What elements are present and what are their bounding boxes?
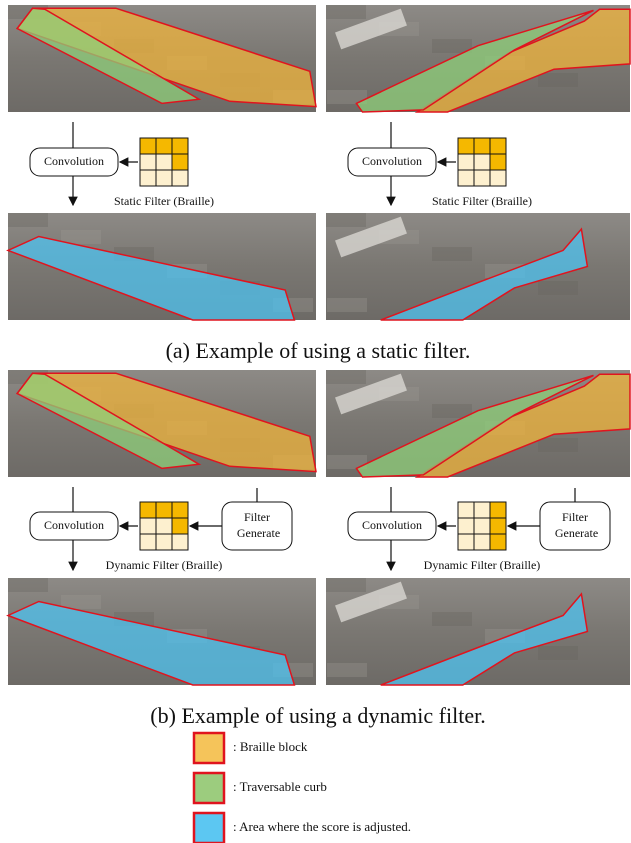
- photo: [8, 213, 316, 320]
- photo: [8, 370, 316, 477]
- photo: [8, 5, 316, 112]
- filter-cell: [490, 534, 506, 550]
- paving-texture: [327, 663, 367, 677]
- filter-cell: [490, 518, 506, 534]
- filter-cell: [140, 138, 156, 154]
- photo: [8, 578, 316, 685]
- legend-label: : Traversable curb: [233, 779, 327, 794]
- filter-cell: [172, 138, 188, 154]
- filter-cell: [458, 138, 474, 154]
- filter-cell: [156, 518, 172, 534]
- paving-texture: [326, 5, 366, 19]
- filter-cell: [474, 138, 490, 154]
- filter-cell: [458, 534, 474, 550]
- filter-cell: [490, 170, 506, 186]
- photo: [326, 213, 630, 320]
- filter-cell: [490, 154, 506, 170]
- paving-texture: [538, 73, 578, 87]
- filter-cell: [458, 518, 474, 534]
- filter-cell: [156, 502, 172, 518]
- filter-cell: [140, 170, 156, 186]
- paving-texture: [326, 213, 366, 227]
- filter-label: Static Filter (Braille): [432, 194, 532, 208]
- filter-cell: [474, 534, 490, 550]
- filter-cell: [458, 170, 474, 186]
- paving-texture: [538, 646, 578, 660]
- filter-cell: [156, 138, 172, 154]
- filter-cell: [172, 534, 188, 550]
- paving-texture: [8, 213, 48, 227]
- photo: [326, 578, 630, 685]
- legend-swatch: [194, 773, 224, 803]
- figure: Convolution Static Filter (Braille) Convol…: [0, 0, 631, 843]
- photo: [326, 5, 630, 112]
- operation-label: Convolution: [44, 154, 104, 168]
- photo: [326, 370, 630, 477]
- paving-texture: [538, 281, 578, 295]
- paving-texture: [538, 438, 578, 452]
- filter-cell: [474, 518, 490, 534]
- filter-cell: [156, 534, 172, 550]
- legend-swatch: [194, 813, 224, 843]
- operation-label: Convolution: [362, 154, 422, 168]
- filter-cell: [140, 534, 156, 550]
- operation-label: Convolution: [362, 518, 422, 532]
- filter-cell: [140, 502, 156, 518]
- panel-caption: (a) Example of using a static filter.: [166, 338, 471, 363]
- filter-cell: [156, 154, 172, 170]
- filter-cell: [172, 170, 188, 186]
- paving-texture: [8, 578, 48, 592]
- panel-caption: (b) Example of using a dynamic filter.: [150, 703, 485, 728]
- paving-texture: [326, 578, 366, 592]
- filter-label: Dynamic Filter (Braille): [106, 558, 223, 572]
- paving-texture: [327, 298, 367, 312]
- filter-cell: [474, 170, 490, 186]
- filter-label: Dynamic Filter (Braille): [424, 558, 541, 572]
- filter-cell: [474, 154, 490, 170]
- legend-swatch: [194, 733, 224, 763]
- filter-cell: [458, 154, 474, 170]
- filter-cell: [474, 502, 490, 518]
- filter-cell: [140, 518, 156, 534]
- filter-cell: [172, 502, 188, 518]
- filter-cell: [490, 138, 506, 154]
- paving-texture: [432, 247, 472, 261]
- paving-texture: [432, 612, 472, 626]
- filter-cell: [156, 170, 172, 186]
- filter-cell: [140, 154, 156, 170]
- operation-label: Convolution: [44, 518, 104, 532]
- filter-cell: [490, 502, 506, 518]
- paving-texture: [326, 370, 366, 384]
- filter-cell: [458, 502, 474, 518]
- filter-cell: [172, 518, 188, 534]
- filter-cell: [172, 154, 188, 170]
- legend-label: : Braille block: [233, 739, 308, 754]
- filter-label: Static Filter (Braille): [114, 194, 214, 208]
- legend-label: : Area where the score is adjusted.: [233, 819, 411, 834]
